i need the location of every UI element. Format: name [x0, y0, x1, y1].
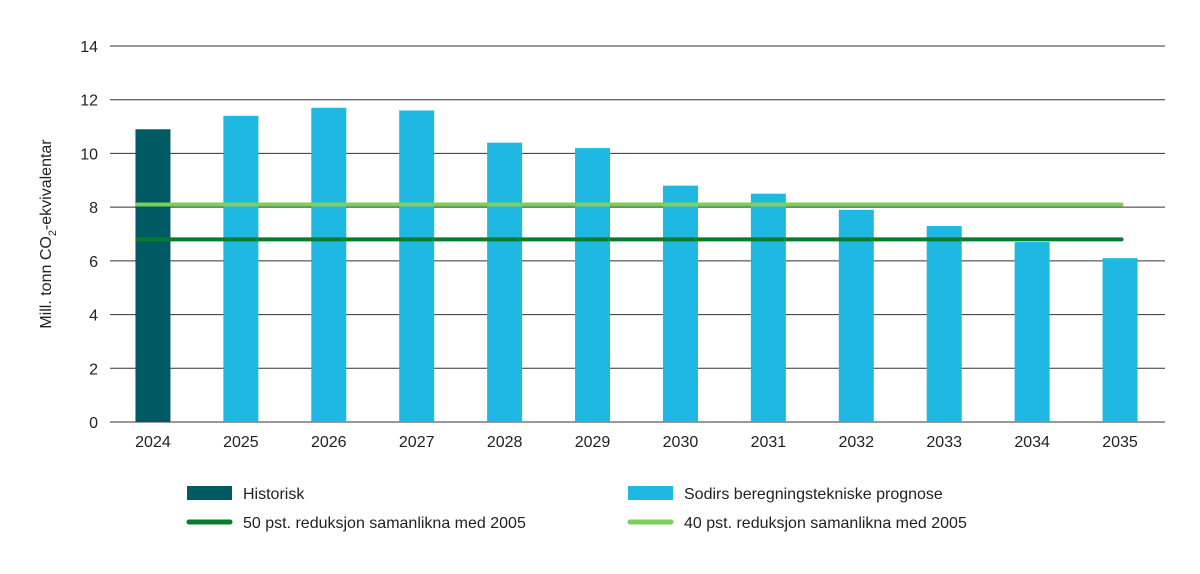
x-tick-label: 2024	[135, 434, 171, 451]
x-tick-label: 2026	[311, 434, 347, 451]
x-tick-label: 2032	[838, 434, 874, 451]
legend-label: Sodirs beregningstekniske prognose	[684, 486, 943, 503]
bar-2027	[399, 110, 435, 422]
bar-2024	[135, 129, 171, 422]
bar-2035	[1102, 258, 1138, 422]
x-tick-label: 2035	[1102, 434, 1138, 451]
legend-label: 50 pst. reduksjon samanlikna med 2005	[243, 515, 526, 532]
bars	[135, 107, 1138, 423]
bar-2033	[926, 225, 962, 422]
bar-2026	[311, 107, 347, 423]
legend: Historisk Sodirs beregningstekniske progn…	[186, 486, 967, 532]
y-tick-label: 8	[89, 200, 98, 217]
bar-2034	[1014, 242, 1050, 422]
y-tick-label: 6	[89, 254, 98, 271]
x-tick-label: 2031	[751, 434, 787, 451]
x-tick-label: 2028	[487, 434, 523, 451]
y-tick-label: 4	[89, 308, 98, 325]
y-tick-label: 12	[80, 93, 98, 110]
gridlines	[110, 45, 1165, 423]
x-tick-label: 2025	[223, 434, 259, 451]
reference-lines	[135, 202, 1124, 242]
legend-swatch	[628, 486, 673, 500]
legend-swatch	[187, 486, 232, 500]
bar-2025	[223, 115, 259, 422]
bar-2031	[750, 193, 786, 422]
legend-label: Historisk	[243, 486, 305, 503]
x-tick-label: 2033	[926, 434, 962, 451]
y-tick-label: 2	[89, 361, 98, 378]
bar-2032	[838, 209, 874, 422]
x-tick-label: 2030	[663, 434, 699, 451]
bar-2028	[487, 142, 523, 422]
x-tick-label: 2027	[399, 434, 435, 451]
y-axis-label: Mill. tonn CO2-ekvivalentar	[38, 139, 59, 329]
y-tick-label: 14	[80, 39, 98, 56]
x-tick-label: 2029	[575, 434, 611, 451]
bar-2030	[662, 185, 698, 422]
y-tick-label: 0	[89, 415, 98, 432]
legend-label: 40 pst. reduksjon samanlikna med 2005	[684, 515, 967, 532]
y-tick-labels: 0 2 4 6 8 10 12 14	[80, 39, 98, 432]
x-tick-label: 2034	[1014, 434, 1050, 451]
bar-2029	[575, 148, 611, 423]
x-tick-labels: 2024 2025 2026 2027 2028 2029 2030 2031 2032 2033…	[135, 434, 1138, 451]
y-tick-label: 10	[80, 146, 98, 163]
